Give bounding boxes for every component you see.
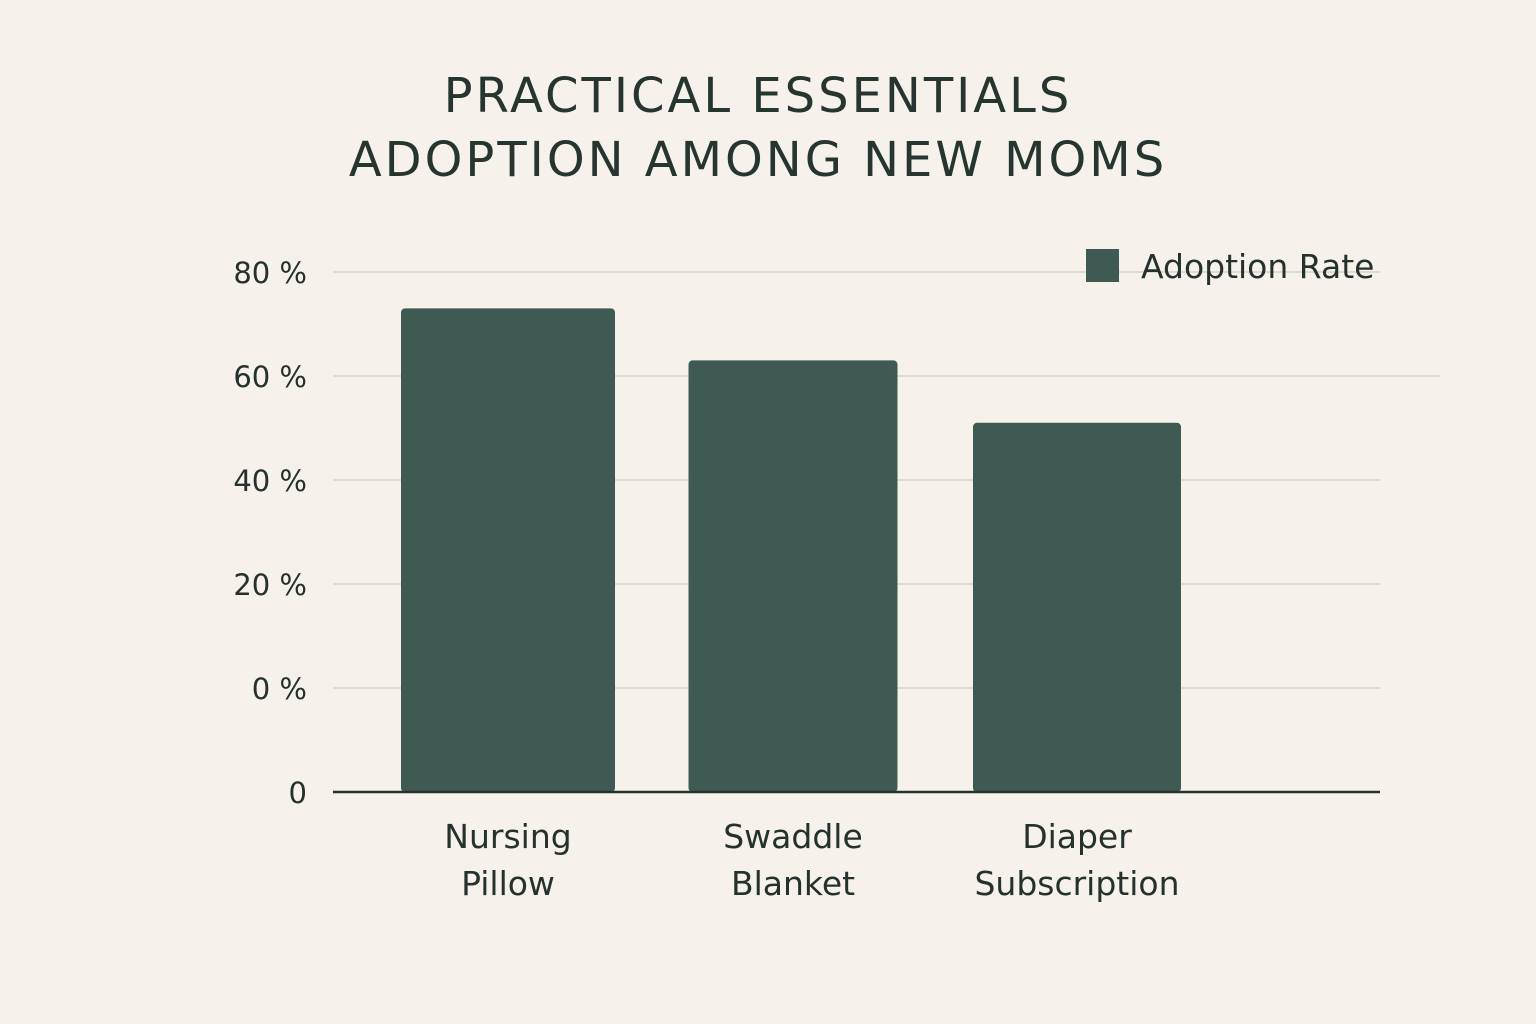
bar [688, 360, 898, 792]
x-category-label: Blanket [731, 864, 855, 903]
y-tick-label: 20 % [233, 568, 307, 602]
legend: Adoption Rate [1086, 247, 1374, 286]
y-tick-label: 40 % [233, 464, 307, 498]
chart-title: PRACTICAL ESSENTIALS ADOPTION AMONG NEW … [0, 64, 1516, 192]
chart-title-line-1: PRACTICAL ESSENTIALS [443, 68, 1073, 124]
x-category-label: Subscription [974, 864, 1179, 903]
y-tick-label: 0 [289, 776, 307, 810]
legend-swatch [1086, 249, 1119, 282]
legend-label: Adoption Rate [1141, 247, 1374, 286]
x-category-label: Pillow [461, 864, 555, 903]
bar [401, 308, 615, 792]
y-tick-label: 60 % [233, 360, 307, 394]
x-category-label: Nursing [444, 817, 571, 856]
bars [401, 308, 1181, 792]
y-tick-label: 0 % [252, 672, 307, 706]
chart-title-line-2: ADOPTION AMONG NEW MOMS [348, 132, 1168, 188]
bar [973, 422, 1181, 792]
x-category-label: Diaper [1022, 817, 1132, 856]
x-category-label: Swaddle [723, 817, 863, 856]
y-tick-label: 80 % [233, 256, 307, 290]
x-axis-categories: Nursing Pillow Swaddle Blanket Diaper Subscri… [444, 817, 1179, 903]
y-axis-ticks: 0 0 % 20 % 40 % 60 % 80 % [233, 256, 307, 810]
